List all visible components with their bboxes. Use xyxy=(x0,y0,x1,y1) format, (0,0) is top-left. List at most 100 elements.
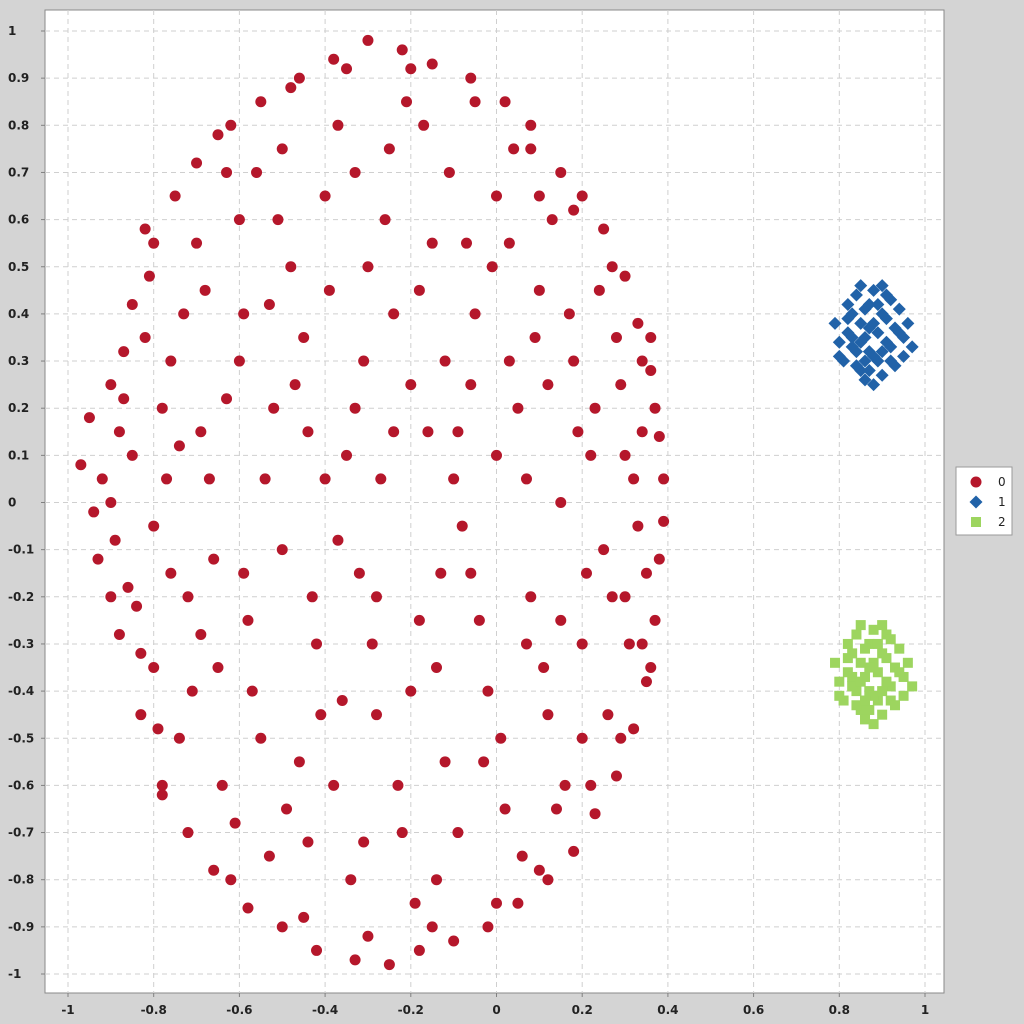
data-point-series-0 xyxy=(640,676,652,688)
data-point-series-0 xyxy=(221,393,233,405)
data-point-series-2 xyxy=(834,690,845,701)
data-point-series-0 xyxy=(645,364,657,376)
data-point-series-2 xyxy=(864,704,875,715)
legend-box xyxy=(955,466,1013,536)
data-point-series-0 xyxy=(628,723,640,735)
data-point-series-0 xyxy=(302,426,314,438)
data-point-series-0 xyxy=(225,119,237,131)
data-point-series-0 xyxy=(148,237,160,249)
x-tick-label: -0.2 xyxy=(398,1003,424,1017)
data-point-series-0 xyxy=(173,440,185,452)
data-point-series-1 xyxy=(841,312,855,326)
data-point-series-0 xyxy=(572,426,584,438)
data-point-series-2 xyxy=(868,624,879,635)
data-point-series-0 xyxy=(161,473,173,485)
data-point-series-0 xyxy=(139,331,151,343)
data-point-series-0 xyxy=(645,331,657,343)
data-point-series-0 xyxy=(512,402,524,414)
y-tick-label: -1 xyxy=(8,967,21,981)
data-point-series-0 xyxy=(499,803,511,815)
data-point-series-0 xyxy=(358,836,370,848)
data-point-series-0 xyxy=(88,506,100,518)
data-point-series-0 xyxy=(640,567,652,579)
data-point-series-0 xyxy=(173,732,185,744)
data-point-series-0 xyxy=(619,270,631,282)
data-point-series-0 xyxy=(465,379,477,391)
data-point-series-0 xyxy=(499,96,511,108)
data-point-series-0 xyxy=(388,308,400,320)
data-point-series-0 xyxy=(658,473,670,485)
data-point-series-0 xyxy=(311,638,323,650)
y-tick-label: -0.7 xyxy=(8,826,34,840)
data-point-series-0 xyxy=(131,600,143,612)
data-point-series-0 xyxy=(658,515,670,527)
data-point-series-2 xyxy=(894,643,905,654)
y-tick-label: -0.5 xyxy=(8,731,34,745)
series-2 xyxy=(830,620,918,730)
data-point-series-0 xyxy=(452,426,464,438)
data-point-series-0 xyxy=(383,143,395,155)
data-point-series-0 xyxy=(568,204,580,216)
data-point-series-0 xyxy=(615,379,627,391)
data-point-series-0 xyxy=(319,473,331,485)
data-point-series-2 xyxy=(868,719,879,730)
data-point-series-1 xyxy=(901,316,915,330)
data-point-series-0 xyxy=(610,770,622,782)
data-point-series-0 xyxy=(345,874,357,886)
data-point-series-0 xyxy=(242,614,254,626)
data-point-series-0 xyxy=(388,426,400,438)
data-point-series-0 xyxy=(186,685,198,697)
x-tick-label: -0.6 xyxy=(226,1003,252,1017)
data-point-series-0 xyxy=(293,756,305,768)
data-point-series-0 xyxy=(126,298,138,310)
data-point-series-0 xyxy=(143,270,155,282)
data-point-series-0 xyxy=(636,355,648,367)
data-point-series-0 xyxy=(409,897,421,909)
data-point-series-0 xyxy=(255,96,267,108)
data-point-series-2 xyxy=(830,657,841,668)
data-point-series-0 xyxy=(319,190,331,202)
data-point-series-0 xyxy=(126,449,138,461)
data-point-series-0 xyxy=(491,897,502,909)
data-point-series-0 xyxy=(328,779,340,791)
data-point-series-1 xyxy=(858,354,872,368)
data-point-series-0 xyxy=(105,591,117,603)
data-point-series-0 xyxy=(405,379,417,391)
data-point-series-1 xyxy=(905,340,919,354)
data-point-series-0 xyxy=(520,473,532,485)
data-point-series-0 xyxy=(285,82,297,94)
data-point-series-0 xyxy=(276,544,288,556)
data-point-series-2 xyxy=(864,662,875,673)
data-point-series-0 xyxy=(525,591,537,603)
data-point-series-0 xyxy=(221,166,233,178)
data-point-series-0 xyxy=(576,732,588,744)
data-point-series-0 xyxy=(439,756,451,768)
data-points xyxy=(75,34,919,971)
y-tick-label: 0.7 xyxy=(8,165,29,179)
y-tick-label: -0.3 xyxy=(8,637,34,651)
data-point-series-0 xyxy=(413,944,425,956)
legend-marker-1 xyxy=(969,495,983,509)
data-point-series-0 xyxy=(341,449,353,461)
data-point-series-0 xyxy=(225,874,237,886)
data-point-series-1 xyxy=(858,302,872,316)
data-point-series-2 xyxy=(855,620,866,631)
data-point-series-0 xyxy=(336,695,348,707)
data-point-series-0 xyxy=(263,298,275,310)
data-point-series-1 xyxy=(875,368,889,382)
data-point-series-0 xyxy=(491,449,502,461)
data-point-series-0 xyxy=(401,96,413,108)
data-point-series-0 xyxy=(649,402,661,414)
data-point-series-0 xyxy=(349,166,361,178)
data-point-series-2 xyxy=(877,709,888,720)
data-point-series-0 xyxy=(302,836,314,848)
data-point-series-0 xyxy=(199,284,211,296)
data-point-series-0 xyxy=(610,331,622,343)
data-point-series-0 xyxy=(392,779,404,791)
x-tick-label: 0.6 xyxy=(743,1003,764,1017)
series-1 xyxy=(828,279,919,392)
data-point-series-1 xyxy=(875,345,889,359)
y-tick-label: 0.9 xyxy=(8,71,29,85)
y-tick-label: 0.3 xyxy=(8,354,29,368)
